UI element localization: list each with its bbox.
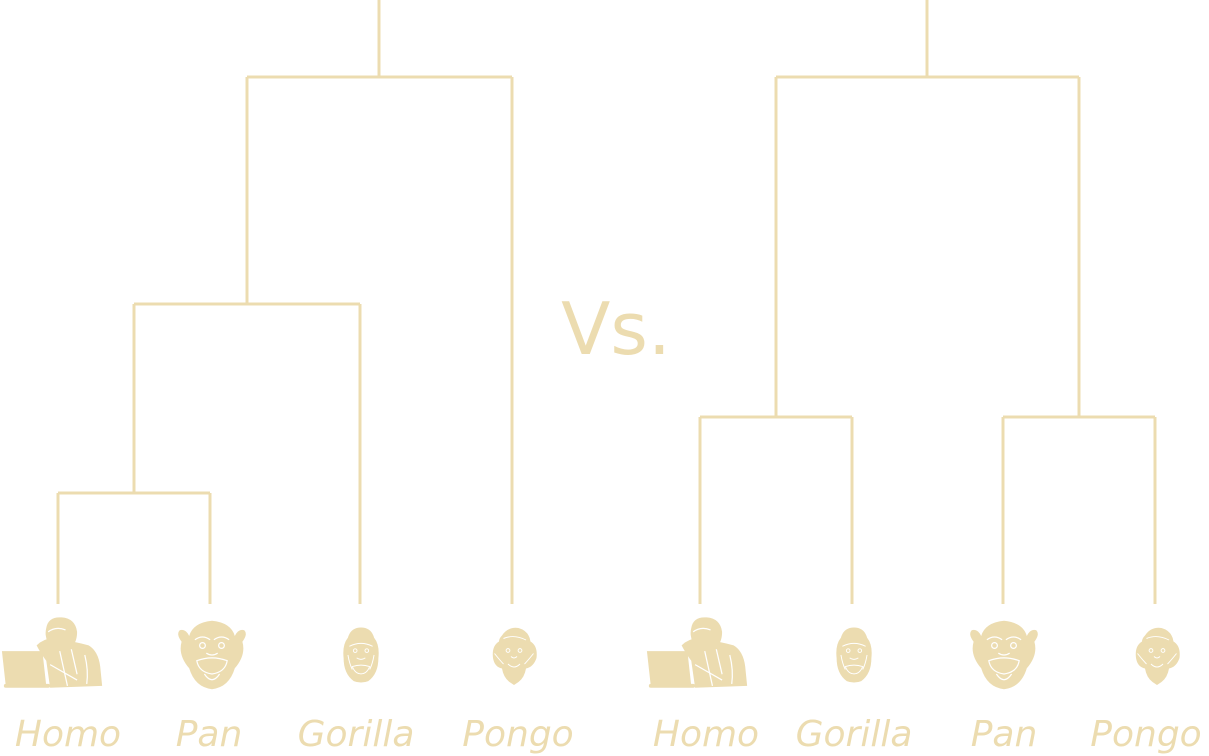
leaf-label-pongo: Pongo [1090, 714, 1201, 755]
leaf-label-homo: Homo [15, 714, 121, 755]
right-tree [698, 0, 1157, 604]
left-tree [56, 0, 514, 604]
human-at-laptop-icon [646, 616, 748, 689]
chimpanzee-icon [969, 620, 1039, 690]
gorilla-icon [835, 626, 873, 684]
leaf-label-pongo: Pongo [462, 714, 573, 755]
orangutan-icon [1135, 627, 1181, 686]
gorilla-icon [342, 626, 380, 684]
leaf-label-pan: Pan [971, 714, 1038, 755]
human-at-laptop-icon [1, 616, 103, 689]
vs-label: Vs. [561, 287, 671, 371]
leaf-label-gorilla: Gorilla [298, 714, 415, 755]
left-leaf-labels: Homo Pan Gorilla Pongo [15, 714, 574, 755]
right-leaf-icons [646, 616, 1181, 690]
leaf-label-gorilla: Gorilla [796, 714, 913, 755]
left-leaf-icons [1, 616, 538, 690]
right-leaf-labels: Homo Gorilla Pan Pongo [653, 714, 1202, 755]
chimpanzee-icon [177, 620, 247, 690]
leaf-label-homo: Homo [653, 714, 759, 755]
orangutan-icon [492, 627, 538, 686]
leaf-label-pan: Pan [176, 714, 243, 755]
